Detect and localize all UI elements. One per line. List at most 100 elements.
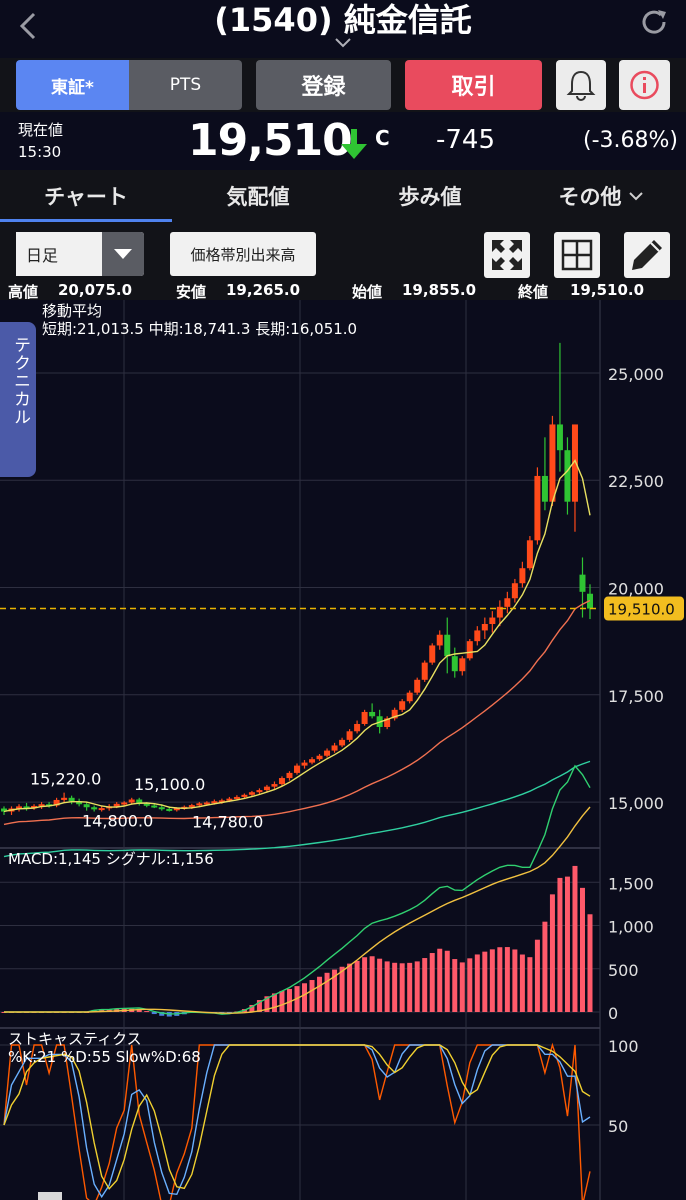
candle-body bbox=[166, 808, 173, 811]
stochastic-tick-label: 50 bbox=[608, 1117, 628, 1136]
trade-button[interactable]: 取引 bbox=[405, 60, 542, 110]
macd-histogram-bar bbox=[279, 990, 285, 1012]
candle-body bbox=[519, 568, 526, 584]
draw-button[interactable] bbox=[624, 232, 670, 278]
tab-chart[interactable]: チャート bbox=[0, 170, 172, 222]
grid-icon bbox=[561, 239, 593, 271]
ma-mid-line bbox=[3, 599, 591, 826]
market-tab-tse[interactable]: 東証* bbox=[16, 60, 129, 110]
tab-board[interactable]: 気配値 bbox=[172, 170, 344, 222]
candle-body bbox=[76, 801, 83, 805]
volume-by-price-button[interactable]: 価格帯別出来高 bbox=[170, 232, 316, 276]
back-icon[interactable] bbox=[10, 6, 50, 46]
stochastic-title: ストキャスティクス bbox=[8, 1030, 142, 1048]
candle-body bbox=[23, 806, 30, 809]
market-tab-pts[interactable]: PTS bbox=[129, 60, 242, 110]
macd-histogram-bar bbox=[286, 988, 292, 1012]
period-select[interactable]: 日足 bbox=[16, 232, 144, 276]
macd-tick-label: 1,000 bbox=[608, 918, 654, 937]
fullscreen-button[interactable] bbox=[484, 232, 530, 278]
macd-histogram-bar bbox=[317, 976, 323, 1012]
low-label: 安値 bbox=[176, 283, 207, 301]
moving-average-legend: 移動平均 短期:21,013.5 中期:18,741.3 長期:16,051.0 bbox=[42, 302, 357, 338]
macd-histogram-bar bbox=[564, 876, 570, 1012]
info-button[interactable] bbox=[619, 60, 670, 110]
macd-histogram-bar bbox=[504, 947, 510, 1012]
macd-histogram-bar bbox=[369, 956, 375, 1012]
period-dropdown[interactable] bbox=[102, 232, 144, 276]
chevron-down-icon bbox=[628, 192, 643, 201]
macd-histogram-bar bbox=[467, 958, 473, 1012]
alert-button[interactable] bbox=[556, 60, 606, 110]
candle-body bbox=[451, 656, 458, 672]
market-selector: 東証* PTS bbox=[16, 60, 242, 110]
candle-body bbox=[128, 799, 135, 803]
price-annotation: 15,100.0 bbox=[134, 775, 205, 794]
candle-body bbox=[16, 806, 23, 809]
macd-histogram-bar bbox=[549, 894, 555, 1012]
macd-histogram-bar bbox=[136, 1008, 142, 1012]
macd-histogram-bar bbox=[151, 1012, 157, 1015]
macd-histogram-bar bbox=[437, 948, 443, 1012]
macd-histogram-bar bbox=[264, 996, 270, 1012]
register-button[interactable]: 登録 bbox=[256, 60, 391, 110]
candle-body bbox=[466, 641, 473, 659]
technical-tab-label: テクニカル bbox=[10, 336, 30, 426]
macd-histogram-bar bbox=[557, 877, 563, 1012]
page-title: (1540) 純金信託 bbox=[214, 1, 472, 39]
candle-body bbox=[98, 808, 105, 811]
macd-histogram-bar bbox=[519, 954, 525, 1012]
candle-body bbox=[481, 623, 488, 631]
tab-other-label: その他 bbox=[558, 185, 622, 209]
info-icon bbox=[630, 70, 659, 100]
macd-histogram-bar bbox=[377, 958, 383, 1012]
chart-toolbar: 日足 価格帯別出来高 bbox=[0, 222, 686, 280]
candle-body bbox=[564, 450, 571, 502]
period-value: 日足 bbox=[16, 232, 102, 276]
candle-body bbox=[121, 802, 128, 805]
technical-tab[interactable]: テクニカル bbox=[0, 322, 36, 477]
macd-histogram-bar bbox=[384, 961, 390, 1012]
candle-body bbox=[534, 475, 541, 541]
candle-body bbox=[354, 723, 361, 732]
candle-body bbox=[384, 718, 391, 727]
scroll-handle[interactable] bbox=[38, 1192, 62, 1200]
high-value: 20,075.0 bbox=[58, 281, 133, 299]
chevron-down-icon[interactable] bbox=[333, 36, 353, 50]
signal-value: シグナル:1,156 bbox=[105, 850, 214, 868]
price-tick-label: 25,000 bbox=[608, 365, 664, 384]
price-tick-label: 22,500 bbox=[608, 472, 664, 491]
open-label: 始値 bbox=[352, 283, 383, 301]
macd-legend: MACD:1,145 シグナル:1,156 bbox=[8, 848, 214, 869]
candle-body bbox=[361, 711, 368, 724]
tab-other[interactable]: その他 bbox=[516, 170, 686, 222]
signal-line bbox=[4, 806, 591, 1014]
candle-body bbox=[511, 583, 518, 599]
price-tick-label: 15,000 bbox=[608, 794, 664, 813]
candle-body bbox=[263, 786, 270, 791]
pencil-icon bbox=[632, 240, 662, 270]
macd-histogram-bar bbox=[482, 951, 488, 1012]
candle-body bbox=[436, 634, 443, 646]
current-price: 19,510 bbox=[188, 115, 353, 166]
layout-button[interactable] bbox=[554, 232, 600, 278]
macd-histogram-bar bbox=[429, 953, 435, 1012]
price-chart[interactable]: 25,000 22,500 20,000 17,500 15,000 19,510.0 15… bbox=[0, 300, 686, 1200]
candle-body bbox=[158, 807, 165, 810]
candle-body bbox=[339, 739, 346, 746]
quote-time: 15:30 bbox=[18, 143, 62, 161]
macd-value: MACD:1,145 bbox=[8, 850, 101, 868]
candle-body bbox=[83, 804, 90, 808]
ma-short-line bbox=[3, 459, 591, 813]
candle-body bbox=[91, 807, 98, 810]
close-value: 19,510.0 bbox=[570, 281, 645, 299]
candle-body bbox=[541, 475, 548, 502]
macd-histogram-bar bbox=[572, 865, 578, 1012]
candle-body bbox=[151, 805, 158, 808]
current-price-badge bbox=[604, 596, 684, 621]
candle-body bbox=[459, 658, 466, 672]
tab-ticks[interactable]: 歩み値 bbox=[344, 170, 516, 222]
refresh-icon[interactable] bbox=[636, 4, 672, 40]
candle-body bbox=[248, 792, 255, 795]
price-tick-label: 17,500 bbox=[608, 687, 664, 706]
